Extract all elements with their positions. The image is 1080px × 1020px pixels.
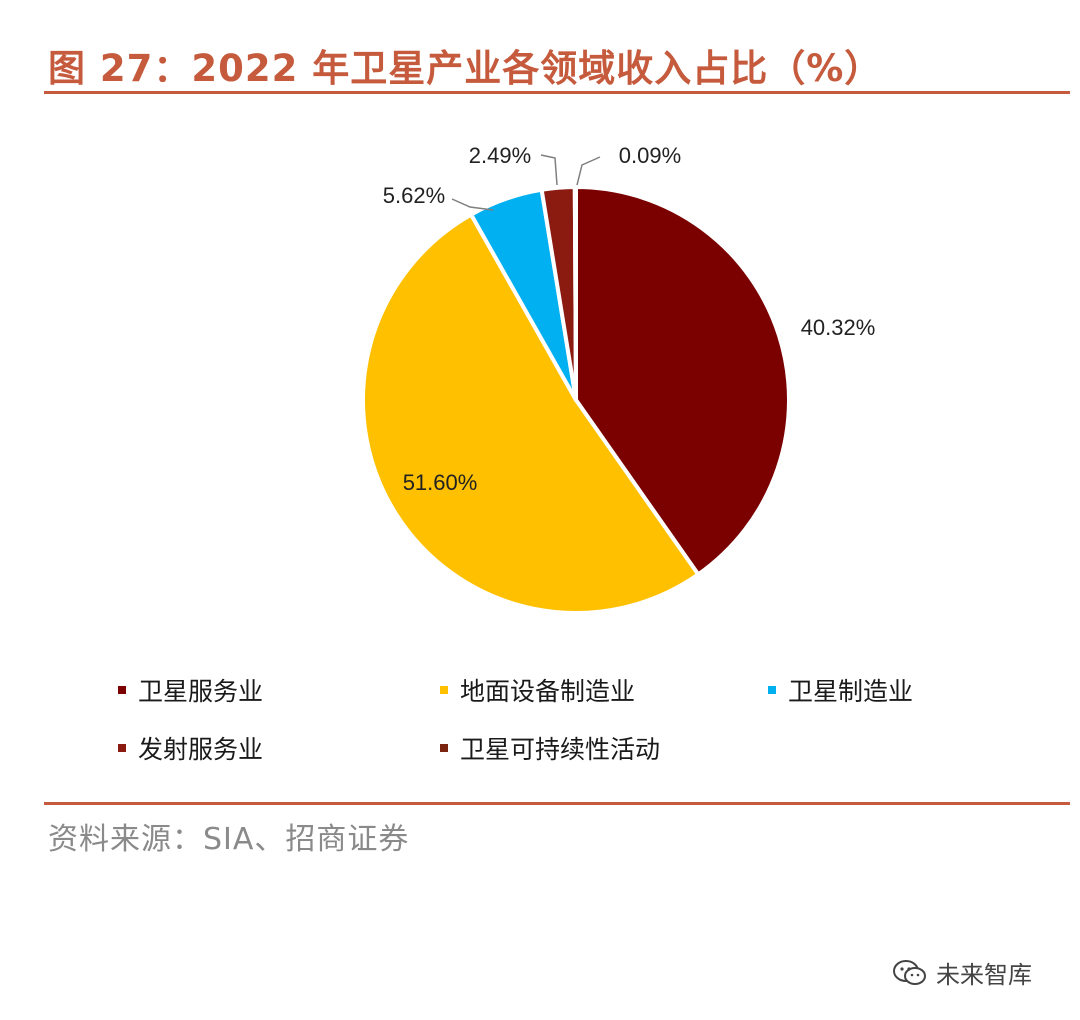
data-label-launch-services: 2.49% (469, 143, 531, 168)
legend-swatch (440, 686, 448, 694)
data-label-satellite-services: 40.32% (801, 315, 876, 340)
legend-swatch (118, 744, 126, 752)
pie-slice-satellite-services (574, 185, 791, 577)
pie-slice-ground-equipment (361, 212, 701, 615)
chart-title: 图 27：2022 年卫星产业各领域收入占比（%） (48, 47, 883, 90)
data-label-sustainability: 0.09% (619, 143, 681, 168)
legend-swatch (440, 744, 448, 752)
legend-label: 发射服务业 (138, 735, 264, 764)
legend-label: 卫星制造业 (788, 677, 914, 706)
legend-item-sustainability: 卫星可持续性活动 (440, 730, 660, 766)
wechat-icon (893, 959, 926, 985)
leader-line-satellite-manufacturing (451, 198, 494, 211)
legend-label: 卫星可持续性活动 (460, 735, 661, 764)
data-label-satellite-manufacturing: 5.62% (383, 183, 445, 208)
leader-line-sustainability (576, 156, 601, 186)
leader-line-launch-services (540, 154, 558, 186)
source-note: 资料来源：SIA、招商证券 (48, 822, 410, 857)
watermark-text: 未来智库 (936, 961, 1032, 989)
legend-item-satellite-manufacturing: 卫星制造业 (768, 672, 913, 708)
source-divider (44, 802, 1070, 805)
legend-swatch (768, 686, 776, 694)
pie-slice-sustainability (572, 185, 578, 402)
pie-chart: 40.32% 51.60% 5.62% 2.49% 0.09% (361, 143, 876, 615)
title-divider (44, 91, 1070, 94)
legend-label: 卫星服务业 (138, 677, 264, 706)
legend-swatch (118, 686, 126, 694)
watermark: 未来智库 (892, 955, 1032, 990)
data-label-ground-equipment: 51.60% (403, 470, 478, 495)
legend-item-launch-services: 发射服务业 (118, 730, 263, 766)
legend-item-satellite-services: 卫星服务业 (118, 672, 263, 708)
legend-label: 地面设备制造业 (460, 677, 636, 706)
legend-item-ground-equipment: 地面设备制造业 (440, 672, 635, 708)
